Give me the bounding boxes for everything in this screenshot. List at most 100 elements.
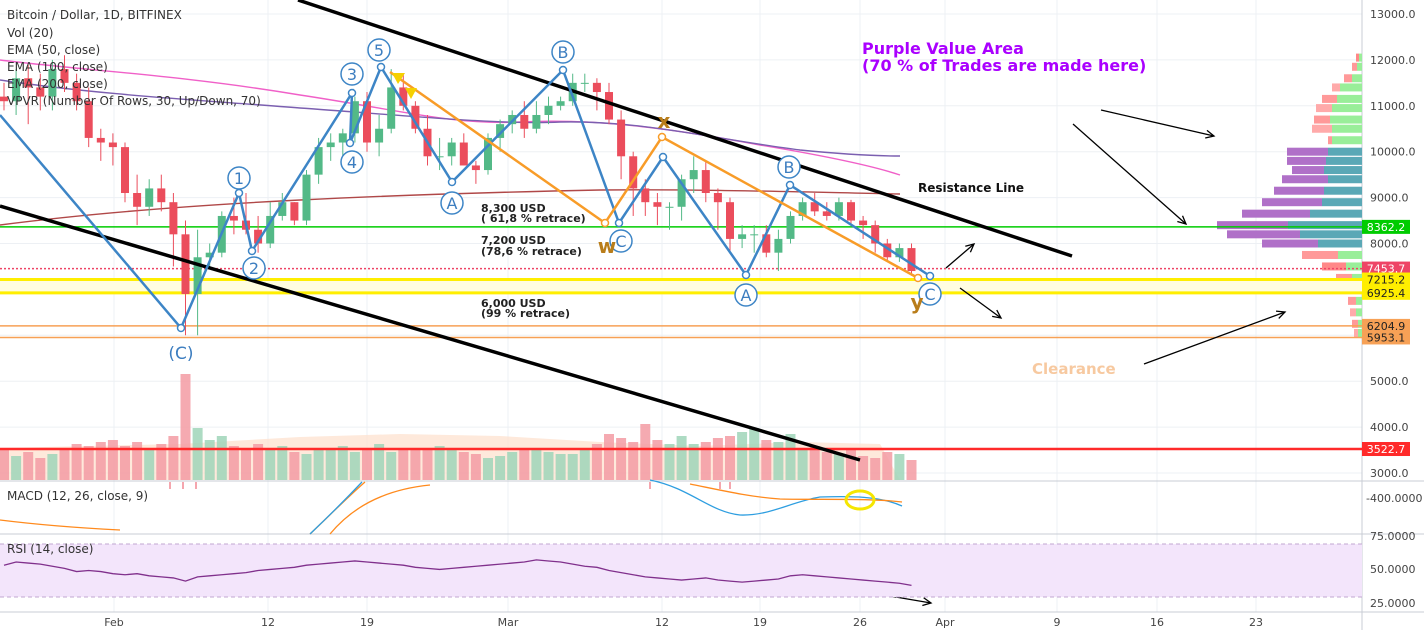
volume-bar	[652, 440, 663, 480]
price-tick-label: 9000.0	[1370, 192, 1409, 205]
wave-label-w: w	[598, 234, 616, 258]
volume-bar	[349, 452, 360, 480]
candle-body	[157, 188, 166, 203]
candle-body	[145, 188, 154, 207]
vpvr-row-down	[1322, 262, 1346, 271]
volume-bar	[410, 448, 421, 480]
vpvr-row-up	[1340, 83, 1362, 92]
vpvr-row-down	[1274, 186, 1324, 195]
candle-body	[290, 202, 299, 221]
price-tick-label: 5000.0	[1370, 375, 1409, 388]
vpvr-row-up	[1346, 262, 1362, 271]
price-axis: 13000.0 12000.0 11000.0 10000.0 9000.0 8000.0…	[1362, 8, 1422, 610]
arrow-line	[1072, 123, 1187, 225]
price-tick-label: 13000.0	[1370, 8, 1416, 21]
wave-label: 2	[249, 259, 259, 278]
volume-bar	[47, 454, 58, 480]
candle-body	[701, 170, 710, 194]
volume-bar	[773, 442, 784, 480]
resistance-line	[297, 0, 1073, 258]
wave-label-x: x	[658, 109, 671, 133]
volume-bar	[833, 454, 844, 480]
volume-bar	[313, 450, 324, 480]
annotation-fib: (99 % retrace)	[481, 307, 570, 320]
vpvr-row-up	[1288, 221, 1362, 230]
candle-body	[605, 92, 613, 120]
volume-bar	[422, 450, 433, 480]
candle-body	[496, 124, 505, 138]
wave-point	[558, 65, 568, 75]
level-price-tag	[1362, 272, 1410, 287]
vpvr-row-up	[1338, 250, 1362, 259]
volume-bar	[725, 436, 735, 480]
candle-body	[617, 119, 626, 157]
vpvr-row-up	[1358, 319, 1362, 328]
candle-body	[36, 87, 45, 97]
volume-bar	[785, 434, 796, 480]
vpvr-row-down	[1287, 147, 1328, 156]
candle-body	[48, 69, 57, 97]
wave-point	[785, 180, 795, 190]
volume-bar	[11, 456, 22, 480]
indicator-legend-item: VPVR (Number Of Rows, 30, Up/Down, 70)	[7, 94, 261, 108]
vpvr-row-up	[1332, 136, 1362, 145]
volume-bar	[712, 438, 723, 480]
volume-bar	[289, 452, 300, 480]
annotation-resistance: Resistance Line	[918, 181, 1024, 195]
wave-label-circle	[367, 38, 391, 62]
candle-body	[907, 248, 916, 272]
annotation-fib: (78,6 % retrace)	[481, 245, 582, 258]
candle-body	[653, 202, 662, 207]
vpvr-row-up	[1310, 209, 1362, 218]
time-tick-label: Apr	[935, 616, 955, 629]
volume-bar	[640, 424, 651, 480]
vpvr-row-up	[1352, 74, 1362, 83]
price-tick-label: 8000.0	[1370, 238, 1409, 251]
annotation-fib: 6,000 USD	[481, 297, 546, 310]
vpvr-row-down	[1316, 104, 1332, 113]
volume-bar	[555, 454, 566, 480]
volume-bar	[797, 450, 808, 480]
volume-bar	[23, 452, 34, 480]
wave-label-circle	[340, 150, 364, 174]
volume-bar	[228, 446, 239, 480]
candle-body	[677, 179, 686, 207]
time-tick-label: 12	[655, 616, 669, 629]
wave-point	[234, 188, 244, 198]
vpvr-row-down	[1287, 156, 1326, 165]
arrow-head	[992, 309, 1003, 319]
level-price-label: 8362.2	[1367, 221, 1406, 234]
vpvr-row-down	[1282, 175, 1328, 184]
vpvr-row-down	[1350, 308, 1356, 317]
macd-line	[309, 479, 903, 535]
arrow-head	[1177, 215, 1188, 225]
candle-body	[532, 114, 541, 129]
marker-triangle	[392, 73, 405, 84]
candle-body	[544, 105, 553, 115]
wave-path-blue	[0, 64, 931, 331]
volume-bar	[216, 436, 227, 480]
volume-bar	[362, 450, 372, 480]
candle-body	[133, 193, 142, 207]
candle-body	[435, 156, 444, 158]
candle-body	[375, 128, 384, 143]
time-tick-label: Feb	[104, 616, 123, 629]
volume-bar	[616, 438, 627, 480]
vpvr-row-up	[1326, 156, 1362, 165]
indicator-legend-item: EMA (200, close)	[7, 77, 108, 91]
arrow-line	[1100, 109, 1215, 137]
candle-body	[108, 142, 117, 148]
price-tick-label: 10000.0	[1370, 146, 1416, 159]
volume-bar	[894, 454, 905, 480]
indicator-legend-item: EMA (50, close)	[7, 43, 100, 57]
rsi-tick-label: 25.0000	[1370, 597, 1416, 610]
vpvr-row-up	[1332, 104, 1362, 113]
time-tick-label: 26	[853, 616, 867, 629]
rsi-tick-label: 50.0000	[1370, 563, 1416, 576]
time-tick-label: 12	[261, 616, 275, 629]
time-tick-label: 9	[1054, 616, 1061, 629]
marker-triangle	[405, 88, 417, 99]
vpvr-row-up	[1328, 175, 1362, 184]
vpvr-row-down	[1312, 124, 1332, 133]
volume-bar	[107, 440, 118, 480]
